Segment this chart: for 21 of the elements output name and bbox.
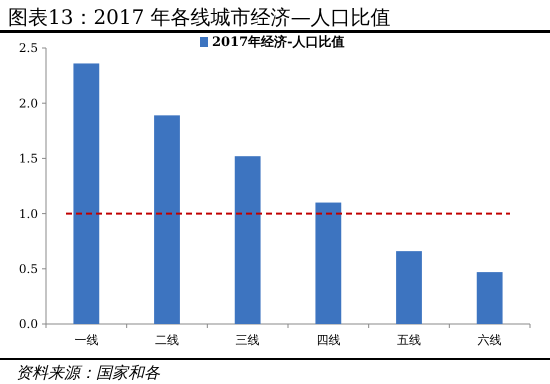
text: 资料来源：国家和各 [16, 363, 161, 382]
y-tick-label: 2.0 [18, 96, 38, 110]
bar [396, 251, 422, 324]
y-tick-label: 1.5 [18, 152, 38, 166]
x-tick-label: 三线 [236, 333, 260, 347]
chart-title: 图表13：2017 年各线城市经济—人口比值 [8, 5, 391, 29]
x-tick-label: 一线 [74, 333, 98, 347]
bar [476, 272, 503, 324]
x-tick-label: 六线 [478, 333, 502, 347]
x-tick-label: 四线 [316, 333, 340, 347]
bar [154, 115, 180, 324]
bar [234, 156, 261, 324]
bar [315, 202, 342, 324]
y-tick-label: 0.0 [18, 317, 38, 332]
legend-label: 2017年经济-人口比值 [212, 34, 345, 50]
y-tick-label: 2.5 [18, 41, 38, 56]
x-tick-label: 五线 [397, 333, 421, 347]
bar [73, 63, 100, 324]
y-tick-label: 1.0 [18, 206, 38, 221]
x-tick-label: 二线 [155, 333, 179, 347]
y-tick-label: 0.5 [18, 262, 38, 276]
